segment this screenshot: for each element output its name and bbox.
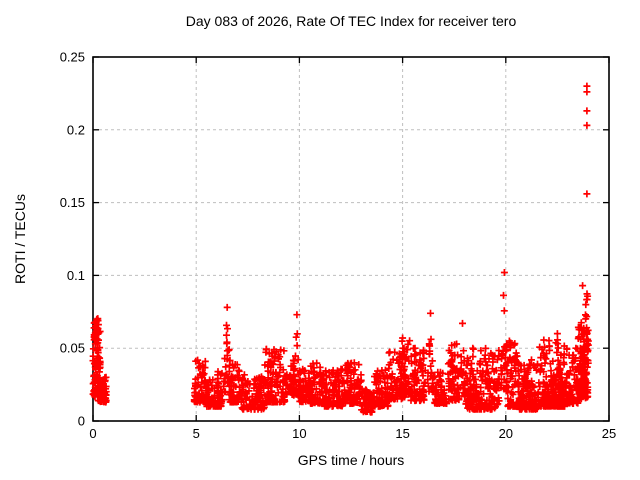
x-tick-label: 10 [292, 426, 306, 441]
x-axis-label: GPS time / hours [297, 452, 405, 468]
x-tick-label: 15 [395, 426, 409, 441]
data-points [89, 82, 592, 416]
x-tick-label: 5 [193, 426, 200, 441]
x-tick-label: 0 [89, 426, 96, 441]
x-tick-label: 20 [499, 426, 513, 441]
y-tick-label: 0.1 [67, 268, 85, 283]
y-tick-label: 0.05 [60, 341, 85, 356]
x-tick-label: 25 [602, 426, 616, 441]
y-tick-label: 0.2 [67, 122, 85, 137]
y-tick-label: 0.25 [60, 50, 85, 65]
y-tick-label: 0.15 [60, 195, 85, 210]
y-tick-label: 0 [78, 414, 85, 429]
plot-border [92, 56, 610, 422]
chart-title: Day 083 of 2026, Rate Of TEC Index for r… [185, 13, 517, 29]
